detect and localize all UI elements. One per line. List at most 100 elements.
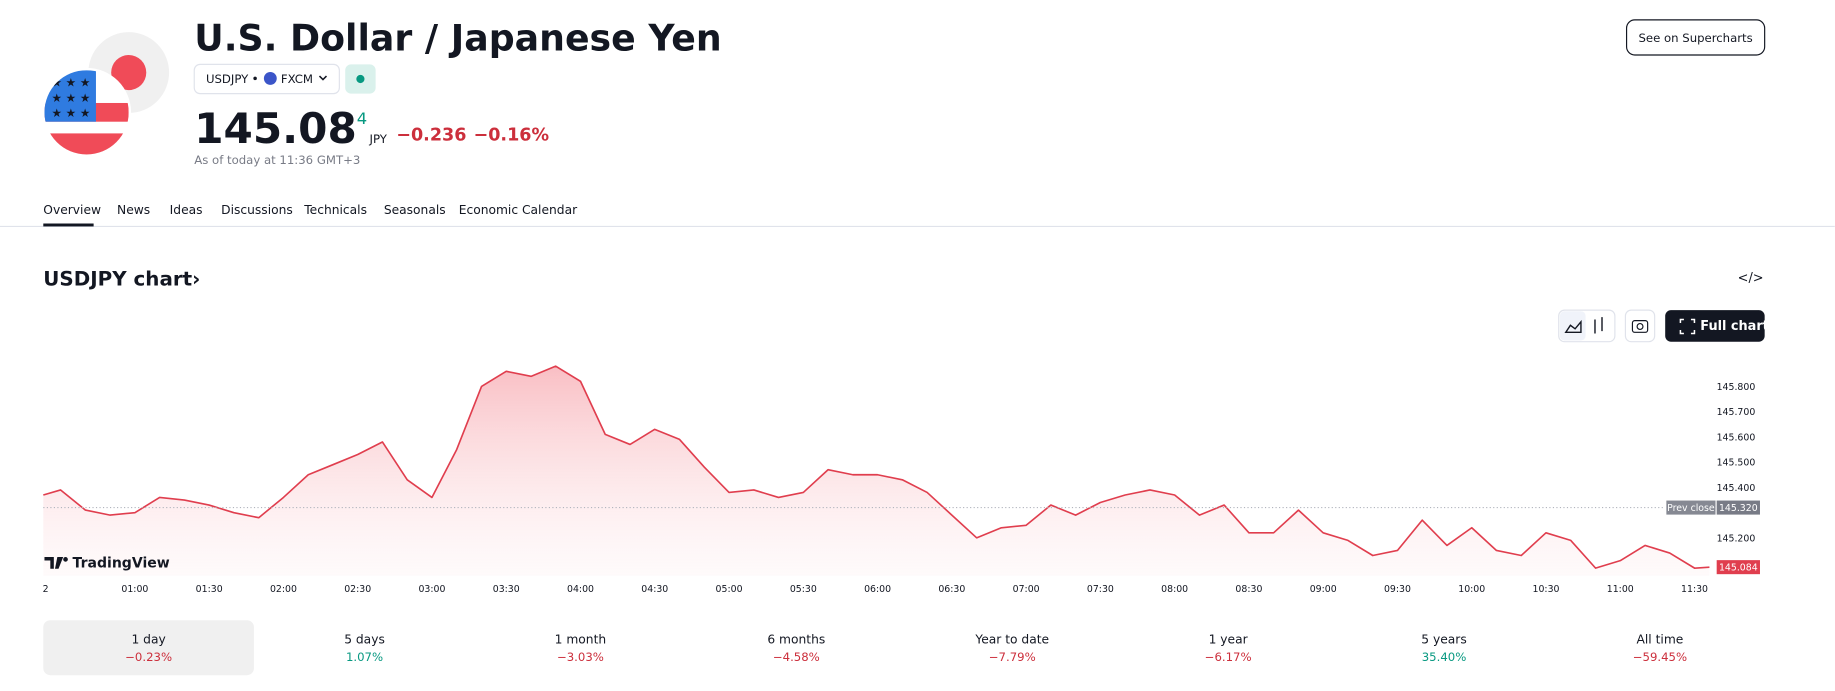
price-line: [43, 365, 1710, 569]
tabs: Overview News Ideas Discussions Technicals Se…: [43, 203, 578, 217]
tab[interactable]: Technicals: [303, 203, 367, 217]
period-label: 1 year: [1209, 633, 1249, 647]
brand-name: TradingView: [73, 556, 170, 572]
brand: TradingView: [44, 556, 170, 572]
y-tick-label: 145.600: [1717, 432, 1756, 443]
x-tick-label: 03:30: [493, 584, 520, 595]
price: 145.08: [194, 104, 357, 153]
period-label: 5 years: [1421, 633, 1466, 647]
period-button[interactable]: 1 month −3.03%: [555, 633, 607, 665]
embed-icon[interactable]: </>: [1738, 271, 1764, 286]
period-change: −6.17%: [1205, 650, 1252, 664]
change-pct: −0.16%: [474, 125, 550, 145]
symbol-pill[interactable]: USDJPY FXCM: [193, 63, 340, 95]
period-change: −59.45%: [1633, 650, 1687, 664]
period-button[interactable]: 1 year −6.17%: [1205, 633, 1252, 665]
period-label: 5 days: [344, 633, 385, 647]
period-label: 1 day: [131, 633, 165, 647]
period-change: −3.03%: [557, 650, 604, 664]
tab[interactable]: Economic Calendar: [459, 203, 578, 217]
button-label: See on Supercharts: [1638, 31, 1752, 45]
y-tick-label: 145.800: [1717, 382, 1756, 393]
svg-text:★ ★ ★: ★ ★ ★: [51, 106, 90, 120]
screenshot-button[interactable]: [1624, 309, 1656, 343]
period-label: 1 month: [555, 633, 607, 647]
y-tick-label: 145.400: [1717, 483, 1756, 494]
symbol: USDJPY: [206, 72, 249, 86]
prev-close-tag: [1666, 500, 1716, 515]
x-tick-label: 02:00: [270, 584, 297, 595]
line-style-button[interactable]: [1559, 311, 1586, 341]
period-label: Year to date: [974, 633, 1049, 647]
period-button[interactable]: 5 years 35.40%: [1421, 633, 1466, 665]
x-tick-label: 10:00: [1458, 584, 1485, 595]
period-button[interactable]: 6 months −4.58%: [767, 633, 825, 665]
period-change: −0.23%: [125, 650, 172, 664]
exchange: FXCM: [281, 72, 313, 86]
x-tick-label: 08:00: [1161, 584, 1188, 595]
x-tick-label: 05:30: [790, 584, 817, 595]
tab[interactable]: Seasonals: [384, 203, 446, 217]
full-chart-button[interactable]: Full chart: [1665, 310, 1769, 342]
period-button[interactable]: 1 day −0.23%: [43, 620, 254, 676]
period-change: −7.79%: [989, 650, 1036, 664]
svg-text:★ ★ ★: ★ ★ ★: [51, 91, 90, 105]
periods: 1 day −0.23% 5 days 1.07% 1 month −3.03% 6 mon…: [43, 620, 1687, 676]
x-tick-label: 04:00: [567, 584, 594, 595]
currency-icons: ★ ★ ★★ ★ ★★ ★ ★: [42, 28, 173, 157]
x-tick-label: 03:00: [418, 584, 445, 595]
period-label: 6 months: [767, 633, 825, 647]
x-tick-label: 07:00: [1013, 584, 1040, 595]
period-button[interactable]: 5 days 1.07%: [344, 633, 385, 665]
change: −0.236: [396, 125, 466, 145]
period-change: 35.40%: [1422, 650, 1467, 664]
last-price-value: 145.084: [1719, 563, 1758, 574]
price-sup: 4: [357, 109, 367, 128]
tab[interactable]: Overview: [43, 203, 101, 217]
period-change: 1.07%: [346, 650, 383, 664]
supercharts-button[interactable]: See on Supercharts: [1625, 19, 1766, 56]
period-highlight: [43, 620, 254, 676]
x-tick-label: 09:00: [1310, 584, 1337, 595]
title: U.S. Dollar / Japanese Yen: [194, 16, 721, 59]
x-tick-label: 11:30: [1681, 584, 1708, 595]
x-tick-label: 04:30: [641, 584, 668, 595]
x-tick-label: 11:00: [1607, 584, 1634, 595]
y-tick-label: 145.700: [1717, 407, 1756, 418]
period-label: All time: [1637, 633, 1684, 647]
tab[interactable]: News: [117, 203, 150, 217]
period-change: −4.58%: [773, 650, 820, 664]
svg-text:★ ★ ★: ★ ★ ★: [51, 76, 90, 90]
section-title[interactable]: USDJPY chart›: [43, 268, 200, 291]
y-tick-label: 145.500: [1717, 458, 1756, 469]
x-tick-label: 06:30: [938, 584, 965, 595]
prev-close-label: Prev close: [1667, 503, 1715, 514]
period-button[interactable]: Year to date −7.79%: [974, 633, 1049, 665]
x-tick-label: 08:30: [1235, 584, 1262, 595]
x-tick-label: 05:00: [716, 584, 743, 595]
x-tick-label: 06:00: [864, 584, 891, 595]
candle-style-button[interactable]: [1594, 317, 1603, 334]
prev-close-box: [1716, 500, 1760, 515]
y-tick-label: 145.200: [1717, 533, 1756, 544]
prev-close-value: 145.320: [1719, 503, 1758, 514]
last-price-box: [1716, 560, 1760, 575]
tab[interactable]: Discussions: [221, 203, 293, 217]
x-tick-label: 07:30: [1087, 584, 1114, 595]
tab[interactable]: Ideas: [170, 203, 203, 217]
chart-toolbar: Full chart: [1558, 309, 1769, 343]
chart: 145.800 145.700 145.600 145.500 145.400 145.2…: [43, 365, 1760, 595]
period-button[interactable]: All time −59.45%: [1633, 633, 1687, 665]
currency: JPY: [369, 132, 388, 146]
x-tick-label: 09:30: [1384, 584, 1411, 595]
x-tick-label: 01:00: [121, 584, 148, 595]
x-tick-label: 2: [43, 584, 49, 595]
as-of: As of today at 11:36 GMT+3: [194, 153, 360, 167]
price-line: 145.084JPY −0.236 −0.16%: [194, 104, 549, 153]
area: [43, 366, 1710, 576]
x-tick-label: 02:30: [344, 584, 371, 595]
button-label: Full chart: [1700, 319, 1769, 334]
